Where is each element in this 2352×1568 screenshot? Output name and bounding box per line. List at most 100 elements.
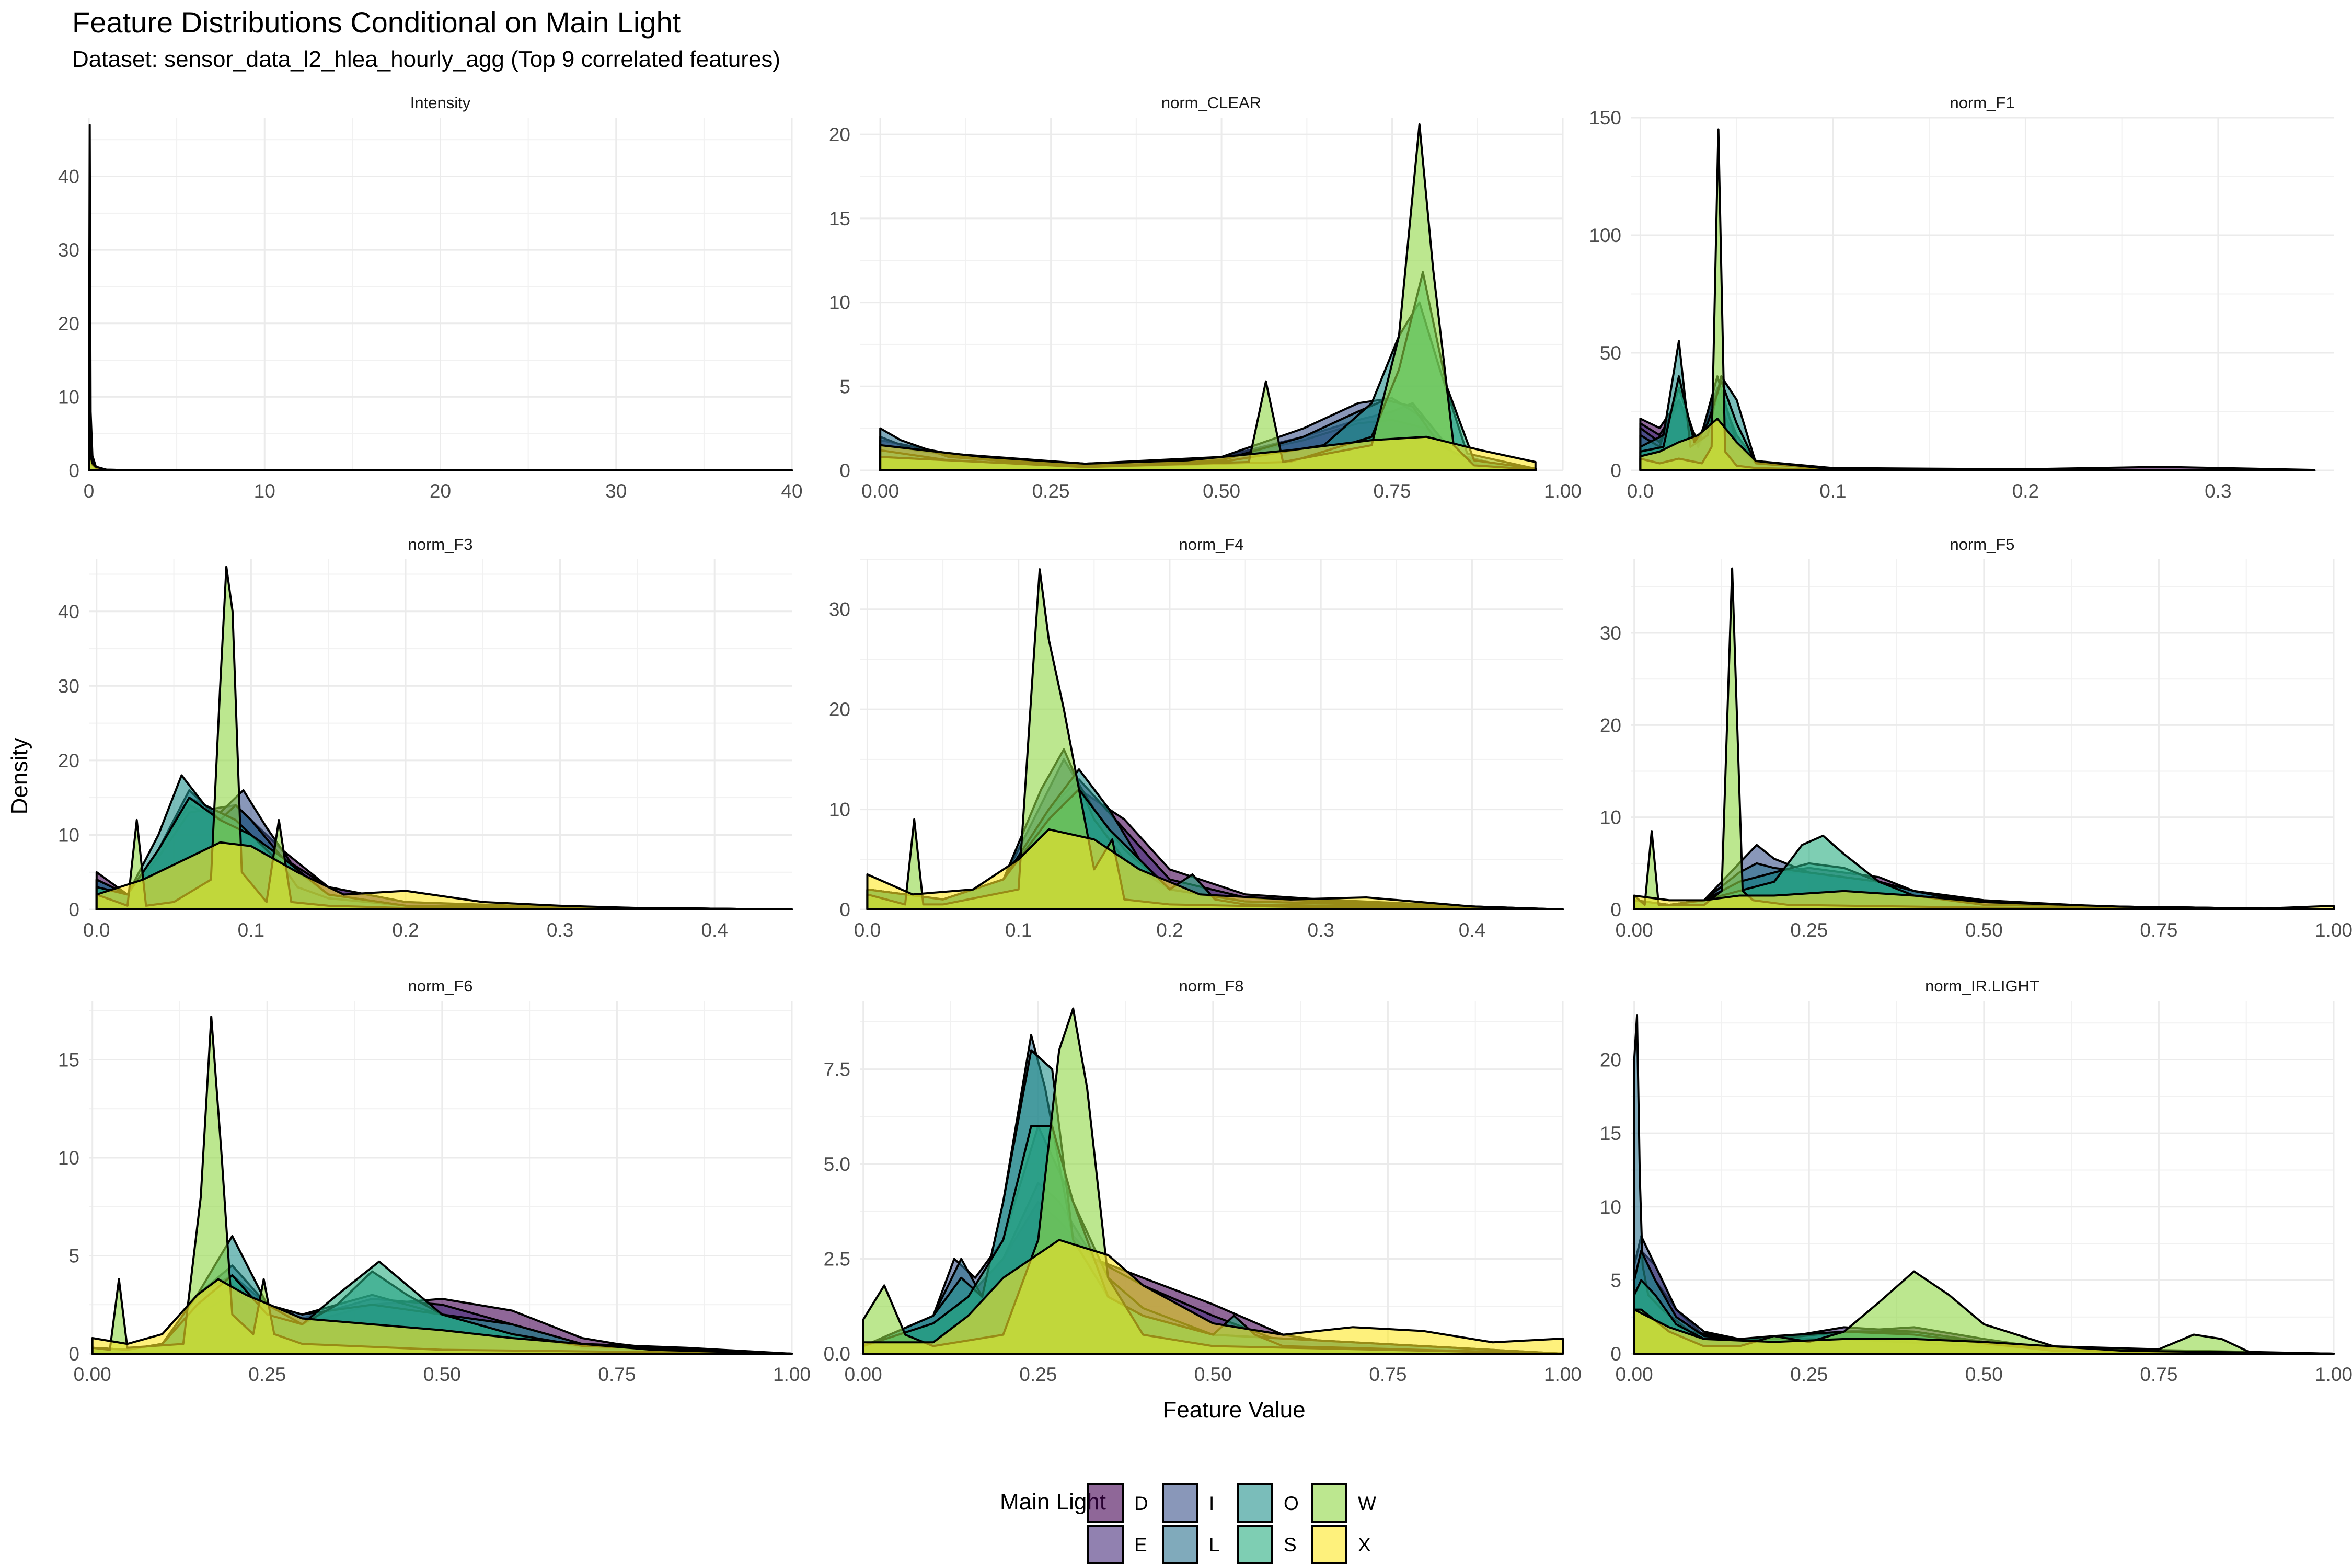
legend-label-d: D	[1134, 1493, 1148, 1514]
density-area-x	[91, 1278, 793, 1355]
x-tick-label: 0.25	[1790, 919, 1828, 941]
x-tick-label: 0.2	[1156, 919, 1183, 941]
panel-title-norm-f8: norm_F8	[1179, 977, 1243, 995]
y-tick-label: 20	[829, 124, 850, 145]
panel-title-intensity: Intensity	[410, 94, 471, 112]
x-tick-label: 1.00	[773, 1364, 811, 1385]
y-tick-label: 50	[1600, 342, 1621, 364]
y-axis-title: Density	[7, 738, 32, 815]
y-tick-label: 15	[829, 208, 850, 229]
y-tick-label: 0	[68, 460, 79, 481]
x-tick-label: 1.00	[1544, 480, 1582, 502]
y-tick-label: 30	[1600, 622, 1621, 644]
panel-title-norm-f3: norm_F3	[408, 535, 472, 554]
x-tick-label: 0.50	[1203, 480, 1240, 502]
y-tick-label: 0	[1610, 899, 1621, 920]
x-tick-label: 40	[781, 480, 802, 502]
panel-intensity: Intensity 0 10 20 30 40 0 10 20 30 40	[58, 94, 803, 502]
x-tick-label: 0.0	[854, 919, 881, 941]
x-tick-label: 30	[605, 480, 627, 502]
x-tick-label: 1.00	[2315, 919, 2352, 941]
figure-subtitle: Dataset: sensor_data_l2_hlea_hourly_agg …	[72, 47, 780, 72]
y-tick-label: 5.0	[824, 1154, 850, 1175]
y-tick-label: 0	[1610, 1343, 1621, 1365]
legend-label-x: X	[1358, 1534, 1371, 1555]
panel-norm-f6: norm_F6 0.00 0.25 0.50 0.75 1.00 0 5 10 15	[58, 977, 811, 1385]
x-tick-label: 0.50	[1965, 1364, 2003, 1385]
x-tick-label: 0.1	[1005, 919, 1032, 941]
legend-key-s	[1237, 1525, 1273, 1564]
x-tick-label: 0.1	[238, 919, 264, 941]
x-tick-label: 0.3	[1307, 919, 1334, 941]
density-area-x	[1633, 890, 2335, 910]
legend-key-d	[1087, 1483, 1124, 1523]
density-area-x	[866, 828, 1564, 910]
y-tick-label: 2.5	[824, 1249, 850, 1270]
x-tick-label: 0.3	[547, 919, 573, 941]
x-tick-label: 0.2	[392, 919, 419, 941]
legend-label-l: L	[1209, 1534, 1220, 1555]
legend-key-o	[1237, 1483, 1273, 1523]
panel-title-norm-clear: norm_CLEAR	[1161, 94, 1261, 112]
x-tick-label: 0.50	[1194, 1364, 1232, 1385]
y-tick-label: 7.5	[824, 1059, 850, 1080]
x-tick-label: 0.25	[1019, 1364, 1057, 1385]
y-tick-label: 10	[58, 1147, 79, 1169]
panel-title-norm-f5: norm_F5	[1950, 535, 2014, 554]
y-tick-label: 150	[1589, 107, 1621, 129]
y-tick-label: 30	[58, 675, 79, 697]
panel-norm-f5: norm_F5 0.00 0.25 0.50 0.75 1.00 0 10 20 30	[1600, 535, 2352, 941]
y-tick-label: 10	[1600, 807, 1621, 828]
legend-label-i: I	[1209, 1493, 1214, 1514]
x-tick-label: 0.1	[1819, 480, 1846, 502]
x-tick-label: 0.25	[1790, 1364, 1828, 1385]
density-area-x	[879, 435, 1537, 471]
x-tick-label: 0.0	[83, 919, 110, 941]
y-tick-label: 15	[1600, 1123, 1621, 1144]
y-tick-label: 5	[839, 376, 850, 397]
y-tick-label: 0	[839, 899, 850, 920]
x-axis-title: Feature Value	[1162, 1397, 1305, 1423]
density-area-x	[862, 1239, 1564, 1355]
y-tick-label: 10	[829, 799, 850, 821]
legend-label-e: E	[1134, 1534, 1147, 1555]
y-tick-label: 5	[1610, 1270, 1621, 1291]
x-tick-label: 10	[254, 480, 275, 502]
y-tick-label: 30	[829, 599, 850, 620]
x-tick-label: 0.2	[2012, 480, 2039, 502]
legend-key-w	[1311, 1483, 1347, 1523]
x-tick-label: 0.25	[248, 1364, 286, 1385]
x-tick-label: 0.50	[423, 1364, 461, 1385]
y-tick-label: 5	[68, 1246, 79, 1267]
y-tick-label: 10	[58, 386, 79, 408]
y-tick-label: 20	[829, 699, 850, 720]
figure-title: Feature Distributions Conditional on Mai…	[72, 6, 681, 39]
x-tick-label: 1.00	[1544, 1364, 1582, 1385]
panel-title-norm-ir-light: norm_IR.LIGHT	[1925, 977, 2039, 995]
x-tick-label: 0.00	[1616, 919, 1653, 941]
x-tick-label: 0.75	[1369, 1364, 1406, 1385]
x-tick-label: 0.50	[1965, 919, 2003, 941]
y-tick-label: 0	[68, 1343, 79, 1365]
panel-norm-clear: norm_CLEAR 0.00 0.25 0.50 0.75 1.00 0 5 10 15 20	[829, 94, 1582, 502]
legend-key-l	[1162, 1525, 1198, 1564]
y-tick-label: 100	[1589, 225, 1621, 246]
y-tick-label: 10	[58, 824, 79, 846]
x-tick-label: 0.75	[598, 1364, 636, 1385]
legend-key-e	[1087, 1525, 1124, 1564]
panel-norm-f4: norm_F4 0.0 0.1 0.2 0.3 0.4 0 10 20 30	[829, 535, 1564, 941]
y-tick-label: 0	[1610, 460, 1621, 481]
density-area-x	[1639, 418, 2316, 471]
y-tick-label: 15	[58, 1050, 79, 1071]
y-tick-label: 20	[1600, 714, 1621, 736]
y-tick-label: 0	[839, 460, 850, 481]
x-tick-label: 0.0	[1627, 480, 1654, 502]
y-tick-label: 30	[58, 239, 79, 261]
panel-norm-f8: norm_F8 0.00 0.25 0.50 0.75 1.00 0.0 2.5 5.0 7.5	[824, 977, 1582, 1385]
facet-panels: Intensity 0 10 20 30 40 0 10 20 30 40 norm_CLEAR 0.0…	[58, 94, 2352, 1385]
density-area-x	[88, 447, 793, 471]
y-tick-label: 20	[58, 313, 79, 335]
y-tick-label: 20	[1600, 1050, 1621, 1071]
